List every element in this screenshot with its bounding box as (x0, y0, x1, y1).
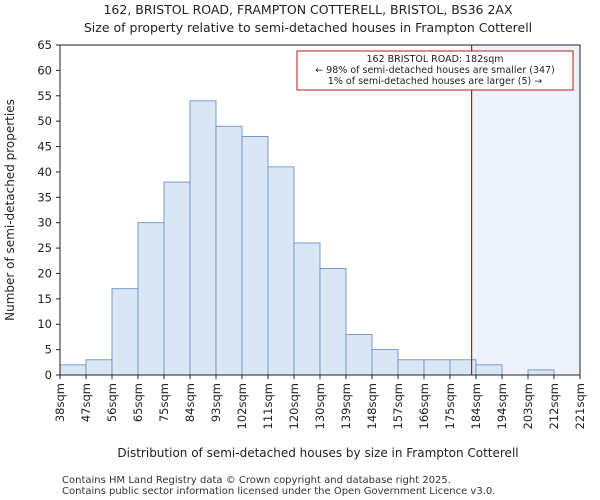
y-tick-label-60: 60 (37, 63, 52, 77)
annotation-line2: ← 98% of semi-detached houses are smalle… (315, 65, 555, 76)
annotation-box: 162 BRISTOL ROAD: 182sqm ← 98% of semi-d… (296, 50, 574, 91)
x-tick-label-139sqm: 139sqm (339, 383, 353, 429)
y-tick-label-25: 25 (37, 241, 52, 255)
bar-56sqm (111, 288, 139, 376)
y-axis-label: Number of semi-detached properties (3, 99, 17, 321)
y-tick-label-10: 10 (37, 317, 52, 331)
bar-148sqm (371, 349, 399, 376)
bar-84sqm (189, 100, 217, 376)
y-tick-label-45: 45 (37, 140, 52, 154)
bar-120sqm (293, 242, 321, 376)
x-tick-label-221sqm: 221sqm (573, 383, 587, 429)
larger-region-shade (471, 45, 580, 375)
x-tick-label-84sqm: 84sqm (183, 383, 197, 422)
x-tick-label-47sqm: 47sqm (79, 383, 93, 422)
y-tick-label-15: 15 (37, 292, 52, 306)
x-tick-label-184sqm: 184sqm (469, 383, 483, 429)
footer-line1: Contains HM Land Registry data © Crown c… (62, 475, 451, 486)
y-tick-label-50: 50 (37, 114, 52, 128)
annotation-line1: 162 BRISTOL ROAD: 182sqm (366, 54, 503, 65)
bar-111sqm (267, 166, 295, 376)
x-tick-label-93sqm: 93sqm (209, 383, 223, 422)
x-tick-label-175sqm: 175sqm (443, 383, 457, 429)
x-tick-label-75sqm: 75sqm (157, 383, 171, 422)
y-tick-label-55: 55 (37, 89, 52, 103)
x-tick-label-111sqm: 111sqm (261, 383, 275, 429)
x-tick-label-38sqm: 38sqm (53, 383, 67, 422)
x-axis-ticks: 38sqm 47sqm 56sqm 65sqm 75sqm 84sqm 93sqm 102sq… (53, 375, 587, 429)
bar-139sqm (345, 333, 373, 376)
x-tick-label-120sqm: 120sqm (287, 383, 301, 429)
bar-102sqm (241, 135, 269, 376)
x-tick-label-203sqm: 203sqm (521, 383, 535, 429)
bar-47sqm (85, 359, 113, 376)
x-tick-label-148sqm: 148sqm (365, 383, 379, 429)
y-tick-label-30: 30 (37, 216, 52, 230)
annotation-line3: 1% of semi-detached houses are larger (5… (328, 76, 542, 87)
y-tick-label-40: 40 (37, 165, 52, 179)
x-tick-label-56sqm: 56sqm (105, 383, 119, 422)
bar-38sqm (59, 364, 87, 376)
bar-65sqm (137, 222, 165, 376)
x-tick-label-212sqm: 212sqm (547, 383, 561, 429)
bar-166sqm (423, 359, 451, 376)
x-axis-label: Distribution of semi-detached houses by … (117, 446, 518, 460)
bar-203sqm (527, 369, 555, 376)
x-tick-label-102sqm: 102sqm (235, 383, 249, 429)
bar-157sqm (397, 359, 425, 376)
y-tick-label-0: 0 (45, 368, 52, 382)
y-axis-ticks: 0 5 10 15 20 25 30 35 40 45 50 55 60 65 (37, 38, 60, 382)
x-tick-label-157sqm: 157sqm (391, 383, 405, 429)
y-tick-label-35: 35 (37, 190, 52, 204)
bar-93sqm (215, 125, 243, 376)
bar-184sqm (475, 364, 503, 376)
chart-title-line2: Size of property relative to semi-detach… (84, 20, 532, 35)
x-tick-label-130sqm: 130sqm (313, 383, 327, 429)
x-tick-label-166sqm: 166sqm (417, 383, 431, 429)
x-tick-label-194sqm: 194sqm (495, 383, 509, 429)
y-tick-label-65: 65 (37, 38, 52, 52)
bar-75sqm (163, 181, 191, 376)
y-tick-label-5: 5 (45, 343, 52, 357)
bars-group (59, 100, 555, 376)
y-tick-label-20: 20 (37, 266, 52, 280)
x-tick-label-65sqm: 65sqm (131, 383, 145, 422)
footer-line2: Contains public sector information licen… (62, 486, 495, 497)
chart-title-line1: 162, BRISTOL ROAD, FRAMPTON COTTERELL, B… (103, 2, 512, 17)
bar-130sqm (319, 267, 347, 376)
